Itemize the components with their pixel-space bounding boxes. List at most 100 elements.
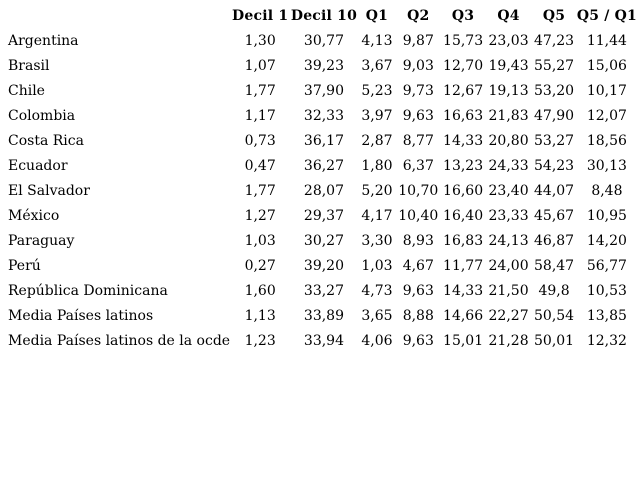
- value-cell: 14,20: [586, 233, 627, 249]
- value-cell: 10,17: [586, 83, 627, 99]
- value-cell: 24,33: [488, 158, 529, 174]
- value-cell: 9,63: [402, 333, 434, 349]
- value-cell: 1,23: [244, 333, 276, 349]
- value-cell: 9,87: [402, 33, 434, 49]
- value-cell: 2,87: [361, 133, 393, 149]
- column-header: Decil 1: [232, 8, 289, 24]
- value-cell: 46,87: [534, 233, 575, 249]
- value-cell: 3,97: [361, 108, 393, 124]
- value-cell: 11,77: [443, 258, 484, 274]
- table-row: El Salvador 1,77 28,07 5,20 10,70 16,60 23,40 4…: [8, 179, 637, 204]
- value-cell: 36,17: [303, 133, 344, 149]
- value-cell: 6,37: [402, 158, 434, 174]
- row-label: Colombia: [8, 108, 76, 124]
- value-cell: 16,63: [443, 108, 484, 124]
- value-cell: 20,80: [488, 133, 529, 149]
- value-cell: 30,27: [303, 233, 344, 249]
- value-cell: 49,8: [538, 283, 570, 299]
- value-cell: 15,73: [443, 33, 484, 49]
- value-cell: 15,01: [443, 333, 484, 349]
- value-cell: 0,73: [244, 133, 276, 149]
- value-cell: 21,83: [488, 108, 529, 124]
- column-header: Q4: [497, 8, 520, 24]
- value-cell: 39,20: [303, 258, 344, 274]
- value-cell: 9,73: [402, 83, 434, 99]
- row-label: Costa Rica: [8, 133, 84, 149]
- row-label: México: [8, 208, 60, 224]
- row-label: Media Países latinos: [8, 308, 154, 324]
- value-cell: 1,07: [244, 58, 276, 74]
- row-label: Chile: [8, 83, 45, 99]
- value-cell: 1,13: [244, 308, 276, 324]
- column-header: Q3: [451, 8, 475, 24]
- table-body: Argentina 1,30 30,77 4,13 9,87 15,73 23,03 47,2…: [8, 29, 637, 354]
- table-row: Ecuador 0,47 36,27 1,80 6,37 13,23 24,33 54,23 3…: [8, 154, 637, 179]
- value-cell: 53,27: [534, 133, 575, 149]
- column-header: Decil 10: [290, 8, 358, 24]
- value-cell: 10,53: [586, 283, 627, 299]
- value-cell: 1,77: [244, 183, 276, 199]
- value-cell: 44,07: [534, 183, 575, 199]
- value-cell: 32,33: [303, 108, 344, 124]
- value-cell: 24,13: [488, 233, 529, 249]
- column-header: Q2: [407, 8, 430, 24]
- table-row: Argentina 1,30 30,77 4,13 9,87 15,73 23,03 47,2…: [8, 29, 637, 54]
- value-cell: 16,60: [443, 183, 484, 199]
- value-cell: 12,70: [443, 58, 484, 74]
- value-cell: 21,50: [488, 283, 529, 299]
- value-cell: 9,63: [402, 108, 434, 124]
- value-cell: 50,54: [534, 308, 575, 324]
- value-cell: 30,77: [303, 33, 344, 49]
- value-cell: 28,07: [303, 183, 344, 199]
- value-cell: 8,93: [402, 233, 434, 249]
- value-cell: 9,63: [402, 283, 434, 299]
- value-cell: 4,73: [361, 283, 393, 299]
- table-row: México 1,27 29,37 4,17 10,40 16,40 23,33 45,67 1…: [8, 204, 637, 229]
- value-cell: 3,67: [361, 58, 393, 74]
- row-label: Brasil: [8, 58, 50, 74]
- value-cell: 8,77: [402, 133, 434, 149]
- value-cell: 53,20: [534, 83, 575, 99]
- header-row: Decil 1 Decil 10 Q1 Q2 Q3 Q4 Q5 Q5 / Q1: [8, 4, 637, 29]
- value-cell: 3,65: [361, 308, 393, 324]
- table-row: Paraguay 1,03 30,27 3,30 8,93 16,83 24,13 46,87…: [8, 229, 637, 254]
- value-cell: 33,27: [303, 283, 344, 299]
- value-cell: 45,67: [534, 208, 575, 224]
- value-cell: 22,27: [488, 308, 529, 324]
- value-cell: 1,80: [361, 158, 393, 174]
- value-cell: 4,67: [402, 258, 434, 274]
- value-cell: 19,43: [488, 58, 529, 74]
- value-cell: 4,06: [361, 333, 393, 349]
- value-cell: 1,60: [244, 283, 276, 299]
- value-cell: 12,32: [586, 333, 627, 349]
- value-cell: 21,28: [488, 333, 529, 349]
- value-cell: 4,17: [361, 208, 393, 224]
- value-cell: 13,85: [586, 308, 627, 324]
- value-cell: 3,30: [361, 233, 393, 249]
- income-distribution-table: Decil 1 Decil 10 Q1 Q2 Q3 Q4 Q5 Q5 / Q1 Argenti…: [8, 4, 637, 354]
- value-cell: 50,01: [534, 333, 575, 349]
- value-cell: 37,90: [303, 83, 344, 99]
- value-cell: 23,33: [488, 208, 529, 224]
- value-cell: 14,66: [443, 308, 484, 324]
- value-cell: 47,90: [534, 108, 575, 124]
- value-cell: 13,23: [443, 158, 484, 174]
- value-cell: 14,33: [443, 133, 484, 149]
- value-cell: 12,67: [443, 83, 484, 99]
- value-cell: 8,88: [402, 308, 434, 324]
- value-cell: 39,23: [303, 58, 344, 74]
- column-header: Q5: [542, 8, 566, 24]
- value-cell: 55,27: [534, 58, 575, 74]
- table-row: Costa Rica 0,73 36,17 2,87 8,77 14,33 20,80 53,…: [8, 129, 637, 154]
- value-cell: 23,03: [488, 33, 529, 49]
- row-label: El Salvador: [8, 183, 90, 199]
- value-cell: 1,30: [244, 33, 276, 49]
- value-cell: 23,40: [488, 183, 529, 199]
- table-row: Perú 0,27 39,20 1,03 4,67 11,77 24,00 58,47 56,7…: [8, 254, 637, 279]
- value-cell: 4,13: [361, 33, 393, 49]
- value-cell: 1,03: [361, 258, 393, 274]
- value-cell: 12,07: [586, 108, 627, 124]
- value-cell: 5,20: [361, 183, 393, 199]
- value-cell: 8,48: [591, 183, 623, 199]
- value-cell: 1,77: [244, 83, 276, 99]
